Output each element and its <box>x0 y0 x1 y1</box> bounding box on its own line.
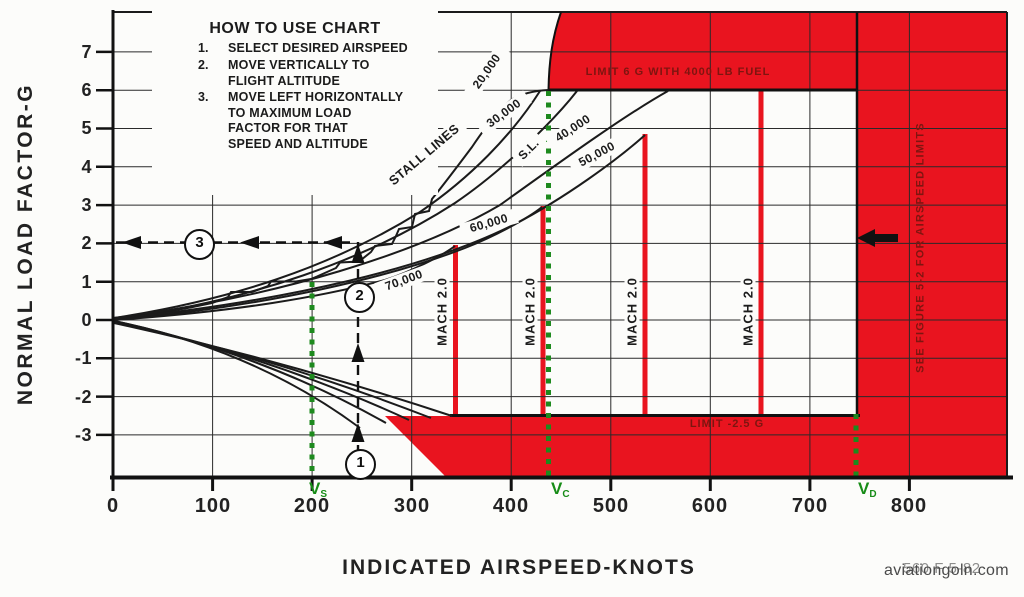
x-axis-ticks <box>111 477 911 491</box>
stall-line-50000 <box>113 134 646 320</box>
watermark-overlay: 560 F 5-82 <box>903 560 981 577</box>
x-tick-0: 0 <box>106 495 120 517</box>
x-tick-100: 100 <box>194 495 232 517</box>
red-restricted-regions <box>385 12 1007 477</box>
vs-label-sub: S <box>320 489 328 500</box>
y-tick-3: 3 <box>81 195 92 215</box>
up-arrowheads <box>351 244 365 442</box>
y-tick-4: 4 <box>81 157 92 177</box>
x-tick-300: 300 <box>393 495 431 517</box>
y-tick-5: 5 <box>81 118 92 138</box>
vc-label-sub: C <box>562 489 570 500</box>
vs-label-main: V <box>309 479 321 498</box>
how-to-item-3: MOVE LEFT HORIZONTALLY TO MAXIMUM LOAD F… <box>228 90 404 151</box>
how-to-num-1: 1. <box>198 41 209 55</box>
red-region-bottom <box>385 416 860 477</box>
left-arrowheads <box>122 236 342 249</box>
speed-marker-lines <box>309 91 859 476</box>
mach-label-1: MACH 2.0 <box>434 271 450 352</box>
step-circle-3: 3 <box>184 229 215 260</box>
y-tick-n3: -3 <box>74 425 92 445</box>
vd-label-sub: D <box>869 489 877 500</box>
x-axis-title: INDICATED AIRSPEED-KNOTS <box>342 556 696 579</box>
step-circle-2: 2 <box>344 282 375 313</box>
axes <box>96 10 1013 491</box>
y-tick-2: 2 <box>81 233 92 253</box>
watermark: aviationgoln.com <box>884 562 1009 579</box>
vd-label-main: V <box>858 479 870 498</box>
airspeed-limit-arrow <box>857 229 898 247</box>
y-tick-7: 7 <box>81 42 92 62</box>
stall-line-30000 <box>113 90 541 319</box>
example-path <box>116 236 365 455</box>
limit-6g-caption: LIMIT 6 G WITH 4000 LB FUEL <box>585 66 771 78</box>
vd-label: VD <box>858 479 877 500</box>
how-to-title: HOW TO USE CHART <box>209 20 381 37</box>
how-to-num-3: 3. <box>198 90 209 104</box>
envelope-limit-lines <box>450 11 860 417</box>
see-figure-note: SEE FIGURE 5-2 FOR AIRSPEED LIMITS <box>914 122 927 373</box>
mach-label-3: MACH 2.0 <box>624 271 640 352</box>
y-tick-6: 6 <box>81 80 92 100</box>
x-tick-700: 700 <box>791 495 829 517</box>
stall-lines-negative <box>113 320 453 429</box>
stall-line-60000 <box>113 206 543 321</box>
red-boundary-curve <box>547 11 562 91</box>
x-tick-500: 500 <box>592 495 630 517</box>
step-circle-1: 1 <box>345 449 376 480</box>
y-tick-n1: -1 <box>74 348 92 368</box>
how-to-item-2: MOVE VERTICALLY TO FLIGHT ALTITUDE <box>228 58 370 88</box>
red-region-right <box>857 90 1007 477</box>
how-to-item-1: SELECT DESIRED AIRSPEED <box>228 41 408 55</box>
how-to-num-2: 2. <box>198 58 209 72</box>
how-to-use-panel: HOW TO USE CHART 1. SELECT DESIRED AIRSP… <box>152 9 438 195</box>
y-axis-ticks <box>96 50 113 437</box>
vc-label-main: V <box>551 479 563 498</box>
y-axis-title: NORMAL LOAD FACTOR-G <box>14 82 37 406</box>
x-tick-800: 800 <box>890 495 928 517</box>
x-tick-200: 200 <box>293 495 331 517</box>
vc-label: VC <box>551 479 570 500</box>
y-tick-n2: -2 <box>74 387 92 407</box>
x-tick-400: 400 <box>492 495 530 517</box>
mach-label-2: MACH 2.0 <box>522 271 538 352</box>
y-tick-1: 1 <box>81 272 92 292</box>
mach-label-4: MACH 2.0 <box>740 271 756 352</box>
limit-neg25g-caption: LIMIT -2.5 G <box>689 418 765 430</box>
mach-limit-lines <box>453 90 764 415</box>
y-tick-0: 0 <box>81 310 92 330</box>
vs-label: VS <box>309 479 328 500</box>
x-tick-600: 600 <box>691 495 729 517</box>
red-region-top <box>548 12 1007 90</box>
